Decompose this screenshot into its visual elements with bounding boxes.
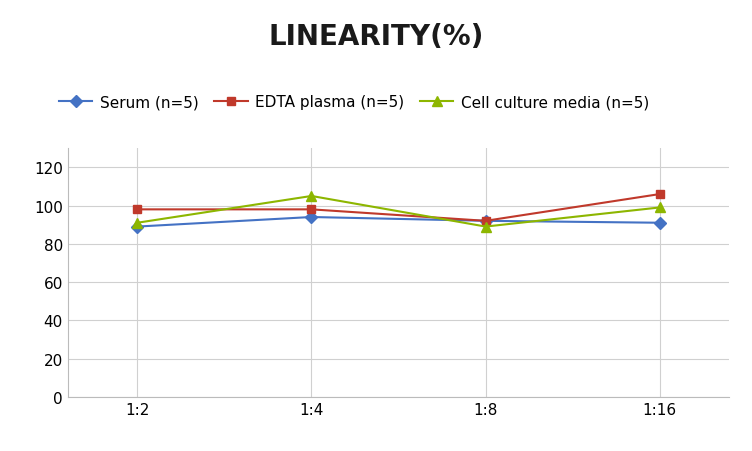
Cell culture media (n=5) — [133, 221, 142, 226]
Line: Cell culture media (n=5): Cell culture media (n=5) — [132, 192, 665, 232]
Serum (n=5) — [655, 221, 664, 226]
EDTA plasma (n=5) — [307, 207, 316, 212]
Line: Serum (n=5): Serum (n=5) — [133, 213, 664, 231]
EDTA plasma (n=5) — [655, 192, 664, 198]
Text: LINEARITY(%): LINEARITY(%) — [268, 23, 484, 51]
Legend: Serum (n=5), EDTA plasma (n=5), Cell culture media (n=5): Serum (n=5), EDTA plasma (n=5), Cell cul… — [53, 89, 656, 116]
EDTA plasma (n=5) — [133, 207, 142, 212]
Serum (n=5) — [133, 224, 142, 230]
Line: EDTA plasma (n=5): EDTA plasma (n=5) — [133, 190, 664, 226]
Cell culture media (n=5) — [655, 205, 664, 211]
Serum (n=5) — [481, 219, 490, 224]
Serum (n=5) — [307, 215, 316, 220]
Cell culture media (n=5) — [307, 194, 316, 199]
Cell culture media (n=5) — [481, 224, 490, 230]
EDTA plasma (n=5) — [481, 219, 490, 224]
